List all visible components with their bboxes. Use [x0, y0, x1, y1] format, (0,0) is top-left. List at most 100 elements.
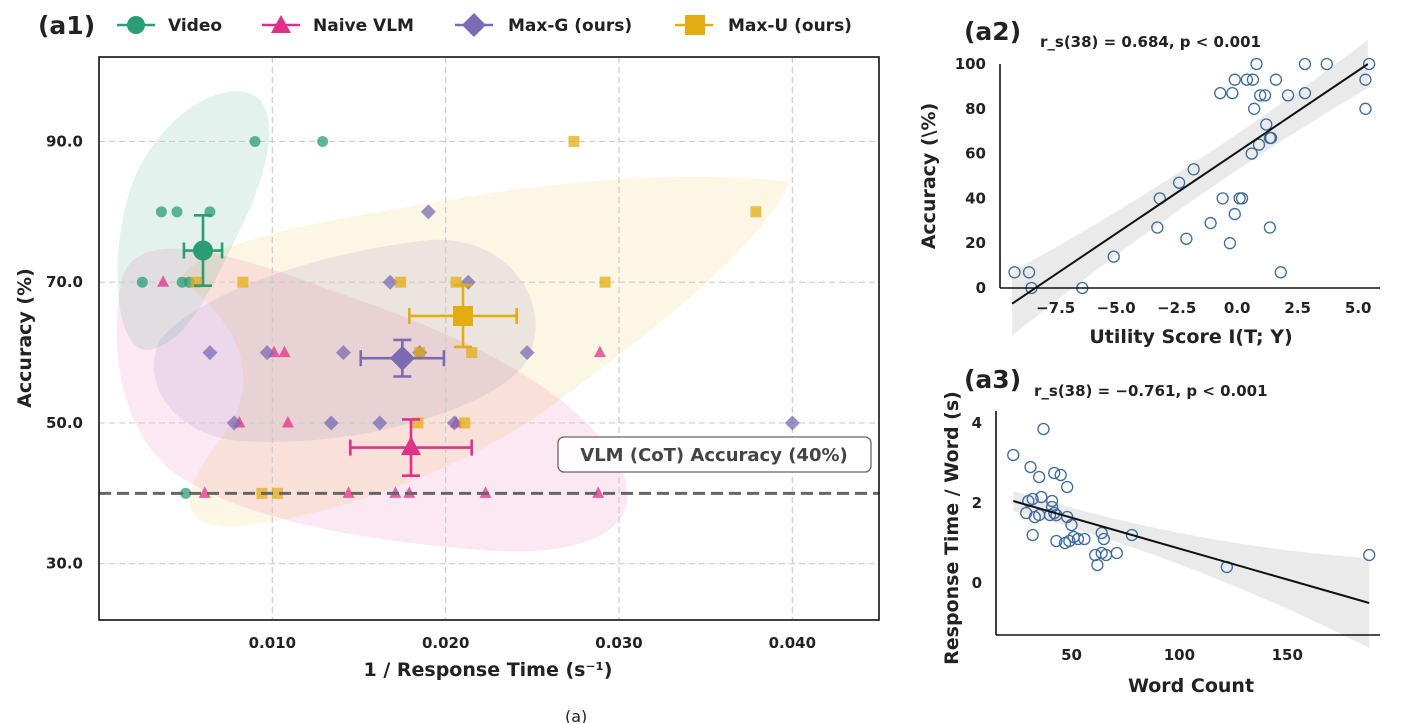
- a2-point: [1226, 86, 1239, 100]
- a1-point-maxu: [414, 347, 426, 359]
- a2-x-tick-label: −7.5: [1036, 299, 1075, 317]
- a3-point: [1054, 468, 1067, 482]
- a1-point-naive: [592, 486, 605, 498]
- a1-x-axis-label: 1 / Response Time (s⁻¹): [363, 659, 612, 681]
- a1-mean-naive: [349, 418, 473, 478]
- a1-point-video: [317, 135, 329, 147]
- a2-y-tick-label: 20: [965, 234, 986, 252]
- legend: Video Naive VLM Max-G (ours) Max-U (ours…: [117, 13, 852, 37]
- a3-point: [1037, 422, 1050, 436]
- a3-point: [1063, 534, 1076, 548]
- legend-item-max-u: Max-U (ours): [675, 15, 852, 36]
- a2-point: [1172, 176, 1186, 189]
- a1-point-maxg: [259, 345, 275, 361]
- a2-point: [1240, 73, 1254, 86]
- a3-point: [1032, 470, 1046, 484]
- a3-point: [1045, 494, 1059, 508]
- a3-point: [1099, 548, 1113, 562]
- panel-a1: (a1) Video Naive VLM Max-G (ours) Ma: [14, 11, 880, 681]
- a2-x-axis-label: Utility Score I(T; Y): [1089, 326, 1292, 348]
- a1-x-tick-label: 0.010: [249, 634, 296, 652]
- a2-point: [1281, 89, 1295, 102]
- a2-point: [1022, 266, 1036, 279]
- a2-point: [1214, 86, 1227, 100]
- a2-point: [1362, 57, 1376, 71]
- a1-y-tick-label: 90.0: [46, 132, 83, 150]
- a3-point: [1048, 466, 1061, 480]
- a3-point: [1110, 546, 1123, 560]
- a1-point-maxg: [372, 415, 388, 431]
- a1-y-tick-label: 30.0: [46, 555, 83, 573]
- a3-point: [1363, 548, 1376, 562]
- a2-point: [1298, 57, 1312, 71]
- a2-point: [1233, 192, 1246, 205]
- panel-a3: (a3) r_s(38) = −0.761, p < 0.001 50 100 15…: [941, 365, 1380, 697]
- a3-x-axis-label: Word Count: [1128, 675, 1254, 697]
- a1-point-naive: [198, 486, 211, 498]
- a2-point: [1151, 221, 1164, 234]
- a3-point: [1091, 558, 1104, 572]
- a2-y-tick-label: 0: [976, 279, 986, 297]
- a3-y-tick-label: 4: [972, 414, 982, 432]
- a3-point: [1032, 508, 1046, 522]
- a2-point: [1216, 192, 1229, 205]
- legend-item-video: Video: [117, 16, 222, 36]
- panel-a1-label: (a1): [38, 11, 95, 40]
- a2-y-tick-label: 60: [965, 145, 986, 163]
- a1-point-maxu: [412, 417, 424, 429]
- a1-point-video: [171, 206, 183, 218]
- a1-mean-maxu: [407, 283, 519, 349]
- a2-stat-title: r_s(38) = 0.684, p < 0.001: [1040, 33, 1261, 51]
- a2-x-tick-label: −5.0: [1097, 299, 1136, 317]
- a3-regression-line: [1012, 500, 1370, 604]
- a2-point: [1228, 207, 1241, 221]
- a1-mean-marker-video: [193, 240, 213, 261]
- a2-point: [1107, 250, 1120, 263]
- a1-point-maxg: [446, 415, 462, 431]
- a3-point: [1125, 528, 1139, 542]
- a2-y-tick-label: 80: [965, 100, 986, 118]
- a1-point-video: [180, 487, 192, 499]
- a1-mean-maxg: [359, 338, 446, 378]
- a2-x-tick-label: 5.0: [1345, 299, 1372, 317]
- a2-confidence-band: [1012, 40, 1368, 336]
- a1-x-tick-label: 0.040: [769, 634, 816, 652]
- legend-label-naive-vlm: Naive VLM: [313, 16, 414, 36]
- a1-point-maxu: [750, 206, 762, 218]
- a1-y-tick-label: 50.0: [46, 414, 83, 432]
- a2-point: [1204, 216, 1217, 230]
- density-region-max-g: [153, 239, 536, 442]
- a2-regression-line: [1011, 63, 1369, 305]
- density-region-max-u: [180, 176, 790, 527]
- a1-y-axis-label: Accuracy (%): [14, 268, 36, 408]
- a1-x-tick-label: 0.030: [595, 634, 642, 652]
- a1-point-maxg: [202, 345, 218, 361]
- a2-x-tick-label: −2.5: [1157, 299, 1196, 317]
- a2-point: [1359, 102, 1372, 115]
- a1-point-maxu: [395, 276, 407, 288]
- a2-point: [1235, 192, 1249, 205]
- a3-point: [1061, 480, 1074, 494]
- a1-point-maxg: [335, 345, 351, 361]
- a3-confidence-band: [1013, 491, 1370, 648]
- a1-point-maxu: [459, 417, 471, 429]
- a2-point: [1359, 73, 1372, 86]
- a3-point: [1024, 460, 1037, 474]
- a3-y-axis-label: Response Time / Word (s): [941, 391, 963, 665]
- density-region-naive-vlm: [116, 248, 628, 552]
- a3-point: [1026, 492, 1039, 506]
- legend-label-max-u: Max-U (ours): [728, 16, 852, 36]
- a3-point: [1035, 490, 1048, 504]
- a2-point: [1246, 73, 1260, 86]
- a2-point: [1180, 232, 1193, 245]
- a1-point-maxg: [382, 274, 398, 290]
- a1-mean-video: [182, 214, 224, 288]
- a3-x-tick-label: 100: [1164, 646, 1195, 664]
- legend-label-max-g: Max-G (ours): [508, 16, 632, 36]
- a2-x-tick-label: 2.5: [1284, 299, 1311, 317]
- a1-point-video: [155, 206, 167, 218]
- a1-point-naive: [281, 416, 294, 428]
- a1-point-maxg: [519, 345, 535, 361]
- a1-point-maxu: [466, 347, 478, 359]
